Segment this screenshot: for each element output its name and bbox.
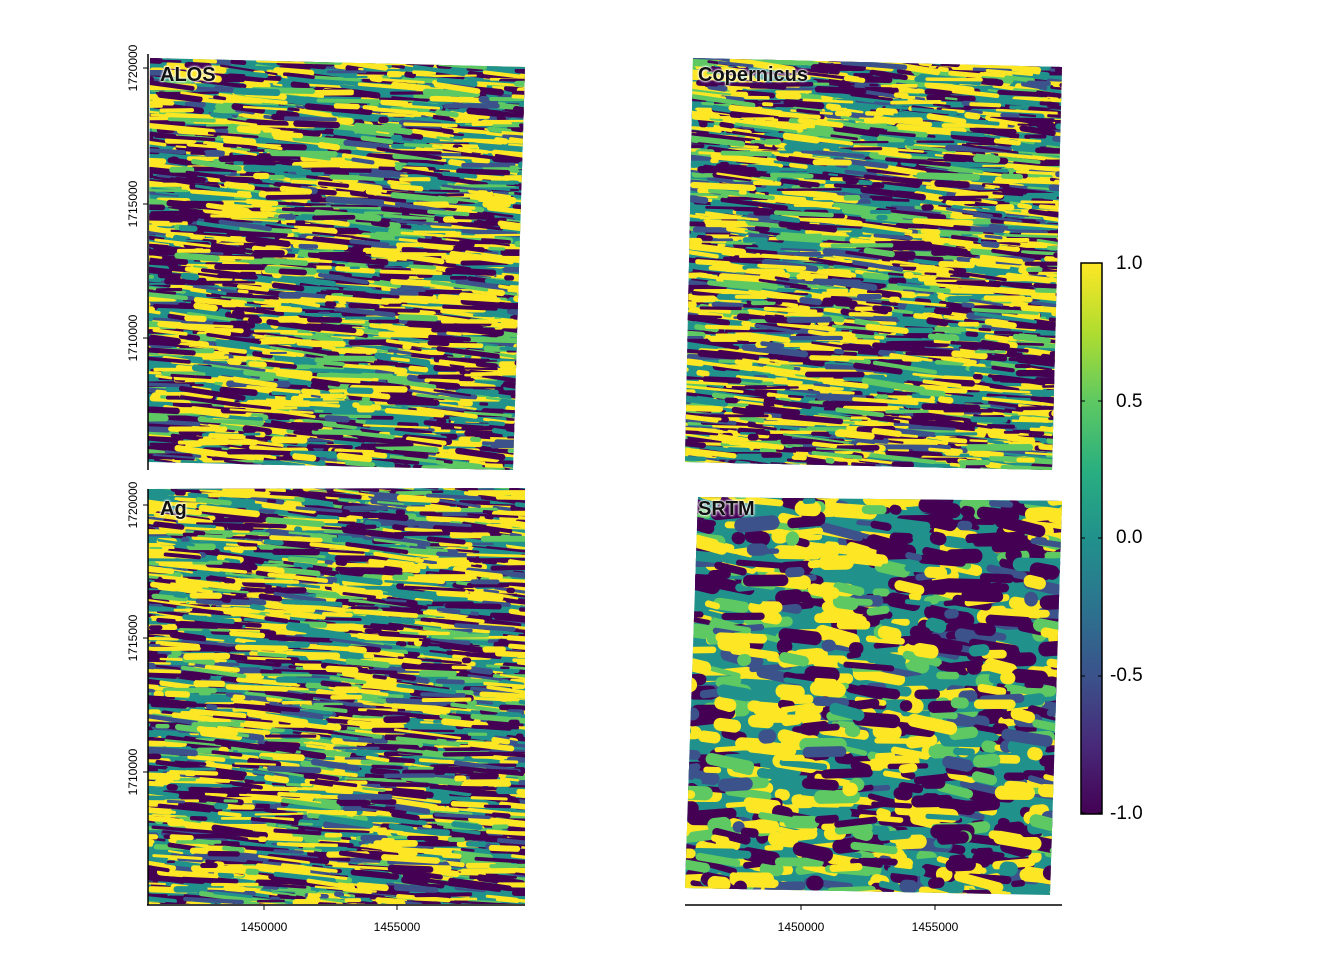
legend-tick-0-0: 0.0 [1116, 527, 1143, 548]
colorbar [1080, 262, 1103, 815]
legend-tick-neg-0-5: -0.5 [1110, 665, 1143, 686]
map-panel-ag: Ag [140, 475, 540, 960]
x-tick-label: 1450000 [778, 920, 825, 934]
x-tick-label: 1455000 [374, 920, 421, 934]
x-axis-left: 1450000 1455000 [147, 904, 525, 934]
x-axis-right: 1450000 1455000 [685, 904, 1062, 934]
panel-title-copernicus: Copernicus [698, 64, 809, 86]
legend-tick-neg-1-0: -1.0 [1110, 803, 1143, 824]
raster-cells [685, 58, 1062, 470]
panel-title-ag: Ag [160, 498, 187, 520]
raster-copernicus [685, 58, 1062, 470]
raster-cells [148, 488, 525, 904]
x-tick-label: 1450000 [241, 920, 288, 934]
map-panel-alos: ALOS [140, 40, 540, 475]
legend-tick-0-5: 0.5 [1116, 391, 1143, 412]
y-axis-bottom: 1720000 1715000 1710000 [126, 481, 149, 905]
raster-cells [685, 497, 1062, 895]
y-tick-label: 1720000 [126, 44, 140, 91]
y-tick-label: 1720000 [126, 481, 140, 528]
colorbar-legend [1080, 262, 1104, 816]
map-panel-srtm: SRTM [680, 475, 1080, 960]
map-panel-copernicus: Copernicus [680, 40, 1080, 475]
y-axis-top: 1720000 1715000 1710000 [126, 44, 149, 470]
y-tick-label: 1715000 [126, 180, 140, 227]
raster-alos [148, 58, 525, 470]
raster-srtm [685, 497, 1062, 895]
panel-title-alos: ALOS [160, 64, 216, 86]
x-tick-label: 1455000 [912, 920, 959, 934]
legend-tick-1-0: 1.0 [1116, 253, 1143, 274]
y-tick-label: 1710000 [126, 748, 140, 795]
raster-cells [148, 58, 525, 470]
y-tick-label: 1715000 [126, 614, 140, 661]
panel-title-srtm: SRTM [698, 498, 755, 520]
y-tick-label: 1710000 [126, 314, 140, 361]
raster-ag [148, 488, 525, 904]
